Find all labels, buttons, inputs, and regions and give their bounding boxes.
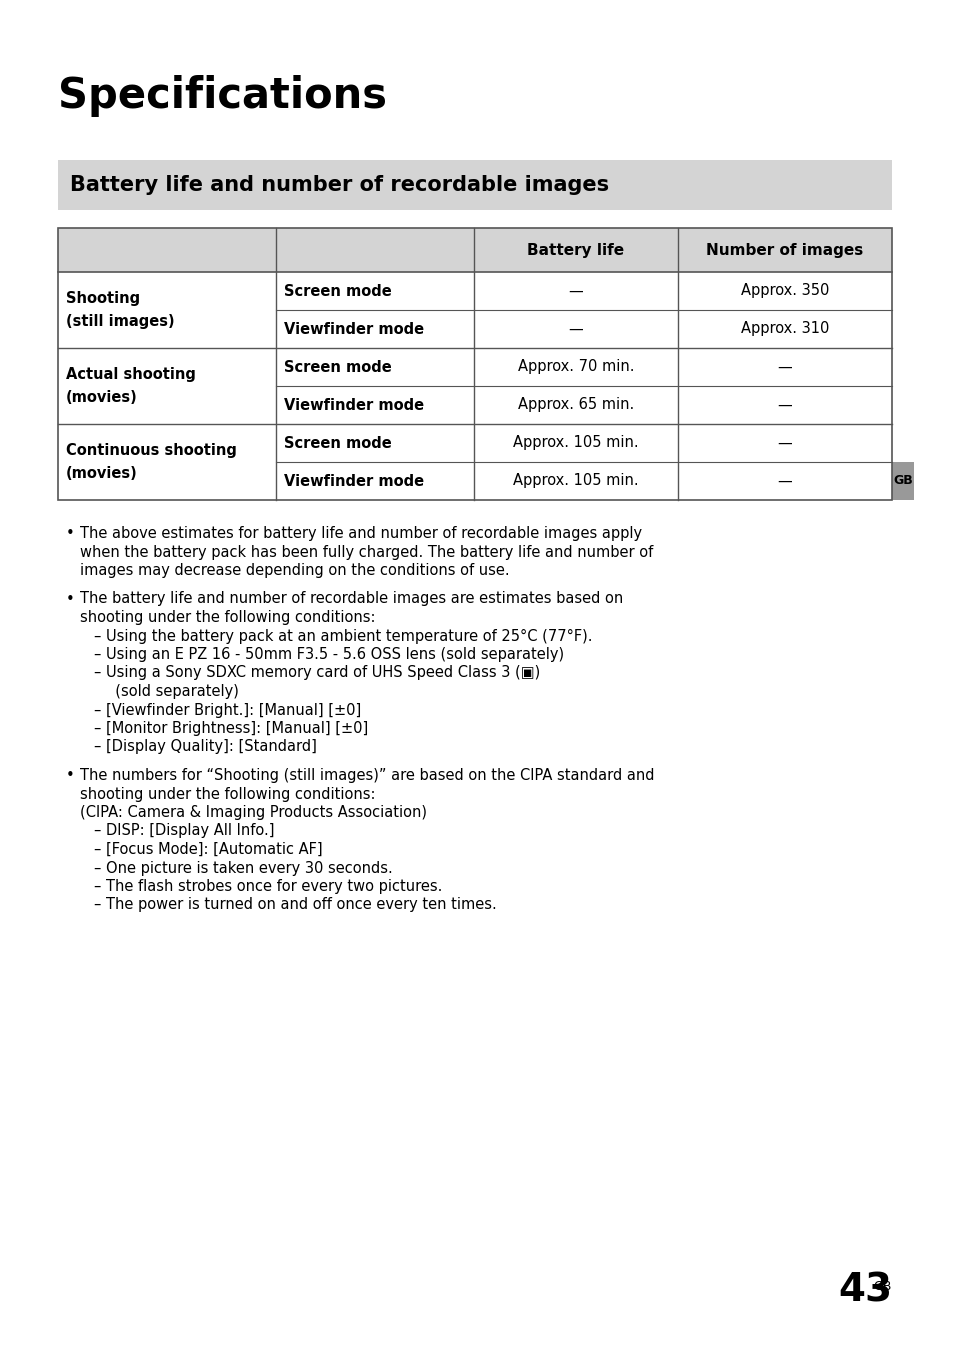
Bar: [58, 229, 891, 500]
Text: – [Monitor Brightness]: [Manual] [±0]: – [Monitor Brightness]: [Manual] [±0]: [94, 721, 368, 736]
Text: Actual shooting
(movies): Actual shooting (movies): [66, 367, 195, 405]
Text: – One picture is taken every 30 seconds.: – One picture is taken every 30 seconds.: [94, 861, 393, 876]
Bar: [58, 229, 891, 272]
Text: – Using an E PZ 16 - 50mm F3.5 - 5.6 OSS lens (sold separately): – Using an E PZ 16 - 50mm F3.5 - 5.6 OSS…: [94, 647, 563, 662]
Text: Screen mode: Screen mode: [284, 436, 392, 451]
Text: GB: GB: [892, 475, 912, 487]
Text: – Using the battery pack at an ambient temperature of 25°C (77°F).: – Using the battery pack at an ambient t…: [94, 628, 592, 643]
Text: Specifications: Specifications: [58, 75, 387, 117]
Text: Shooting
(still images): Shooting (still images): [66, 292, 174, 328]
Text: Viewfinder mode: Viewfinder mode: [284, 473, 424, 488]
Text: Viewfinder mode: Viewfinder mode: [284, 398, 424, 413]
Text: Battery life and number of recordable images: Battery life and number of recordable im…: [70, 175, 608, 195]
Text: Approx. 70 min.: Approx. 70 min.: [517, 359, 634, 374]
Bar: [58, 160, 891, 210]
Text: •: •: [66, 592, 74, 607]
Text: Battery life: Battery life: [527, 242, 624, 257]
Text: – Using a Sony SDXC memory card of UHS Speed Class 3 (▣): – Using a Sony SDXC memory card of UHS S…: [94, 666, 539, 681]
Text: (CIPA: Camera & Imaging Products Association): (CIPA: Camera & Imaging Products Associa…: [80, 806, 427, 820]
Text: Screen mode: Screen mode: [284, 284, 392, 299]
Text: —: —: [777, 473, 792, 488]
Text: Approx. 105 min.: Approx. 105 min.: [513, 473, 639, 488]
Text: 43: 43: [837, 1271, 891, 1309]
Text: images may decrease depending on the conditions of use.: images may decrease depending on the con…: [80, 564, 509, 578]
Text: —: —: [777, 359, 792, 374]
Bar: [891, 461, 913, 500]
Text: Number of images: Number of images: [705, 242, 862, 257]
Text: Approx. 65 min.: Approx. 65 min.: [517, 398, 634, 413]
Text: (sold separately): (sold separately): [106, 685, 238, 699]
Text: The numbers for “Shooting (still images)” are based on the CIPA standard and: The numbers for “Shooting (still images)…: [80, 768, 654, 783]
Text: Continuous shooting
(movies): Continuous shooting (movies): [66, 444, 236, 480]
Text: —: —: [777, 398, 792, 413]
Text: shooting under the following conditions:: shooting under the following conditions:: [80, 611, 375, 625]
Text: —: —: [568, 284, 583, 299]
Text: Approx. 105 min.: Approx. 105 min.: [513, 436, 639, 451]
Text: —: —: [777, 436, 792, 451]
Text: – The power is turned on and off once every ten times.: – The power is turned on and off once ev…: [94, 897, 497, 912]
Text: shooting under the following conditions:: shooting under the following conditions:: [80, 787, 375, 802]
Text: – [Display Quality]: [Standard]: – [Display Quality]: [Standard]: [94, 740, 316, 755]
Text: – DISP: [Display All Info.]: – DISP: [Display All Info.]: [94, 823, 274, 838]
Text: Approx. 350: Approx. 350: [740, 284, 828, 299]
Text: •: •: [66, 768, 74, 783]
Text: Viewfinder mode: Viewfinder mode: [284, 321, 424, 336]
Text: Screen mode: Screen mode: [284, 359, 392, 374]
Text: The battery life and number of recordable images are estimates based on: The battery life and number of recordabl…: [80, 592, 622, 607]
Text: – [Focus Mode]: [Automatic AF]: – [Focus Mode]: [Automatic AF]: [94, 842, 322, 857]
Text: The above estimates for battery life and number of recordable images apply: The above estimates for battery life and…: [80, 526, 641, 541]
Text: —: —: [568, 321, 583, 336]
Text: – The flash strobes once for every two pictures.: – The flash strobes once for every two p…: [94, 880, 442, 894]
Text: Approx. 310: Approx. 310: [740, 321, 828, 336]
Text: when the battery pack has been fully charged. The battery life and number of: when the battery pack has been fully cha…: [80, 545, 653, 560]
Text: – [Viewfinder Bright.]: [Manual] [±0]: – [Viewfinder Bright.]: [Manual] [±0]: [94, 702, 361, 717]
Text: GB: GB: [873, 1280, 891, 1293]
Text: •: •: [66, 526, 74, 541]
